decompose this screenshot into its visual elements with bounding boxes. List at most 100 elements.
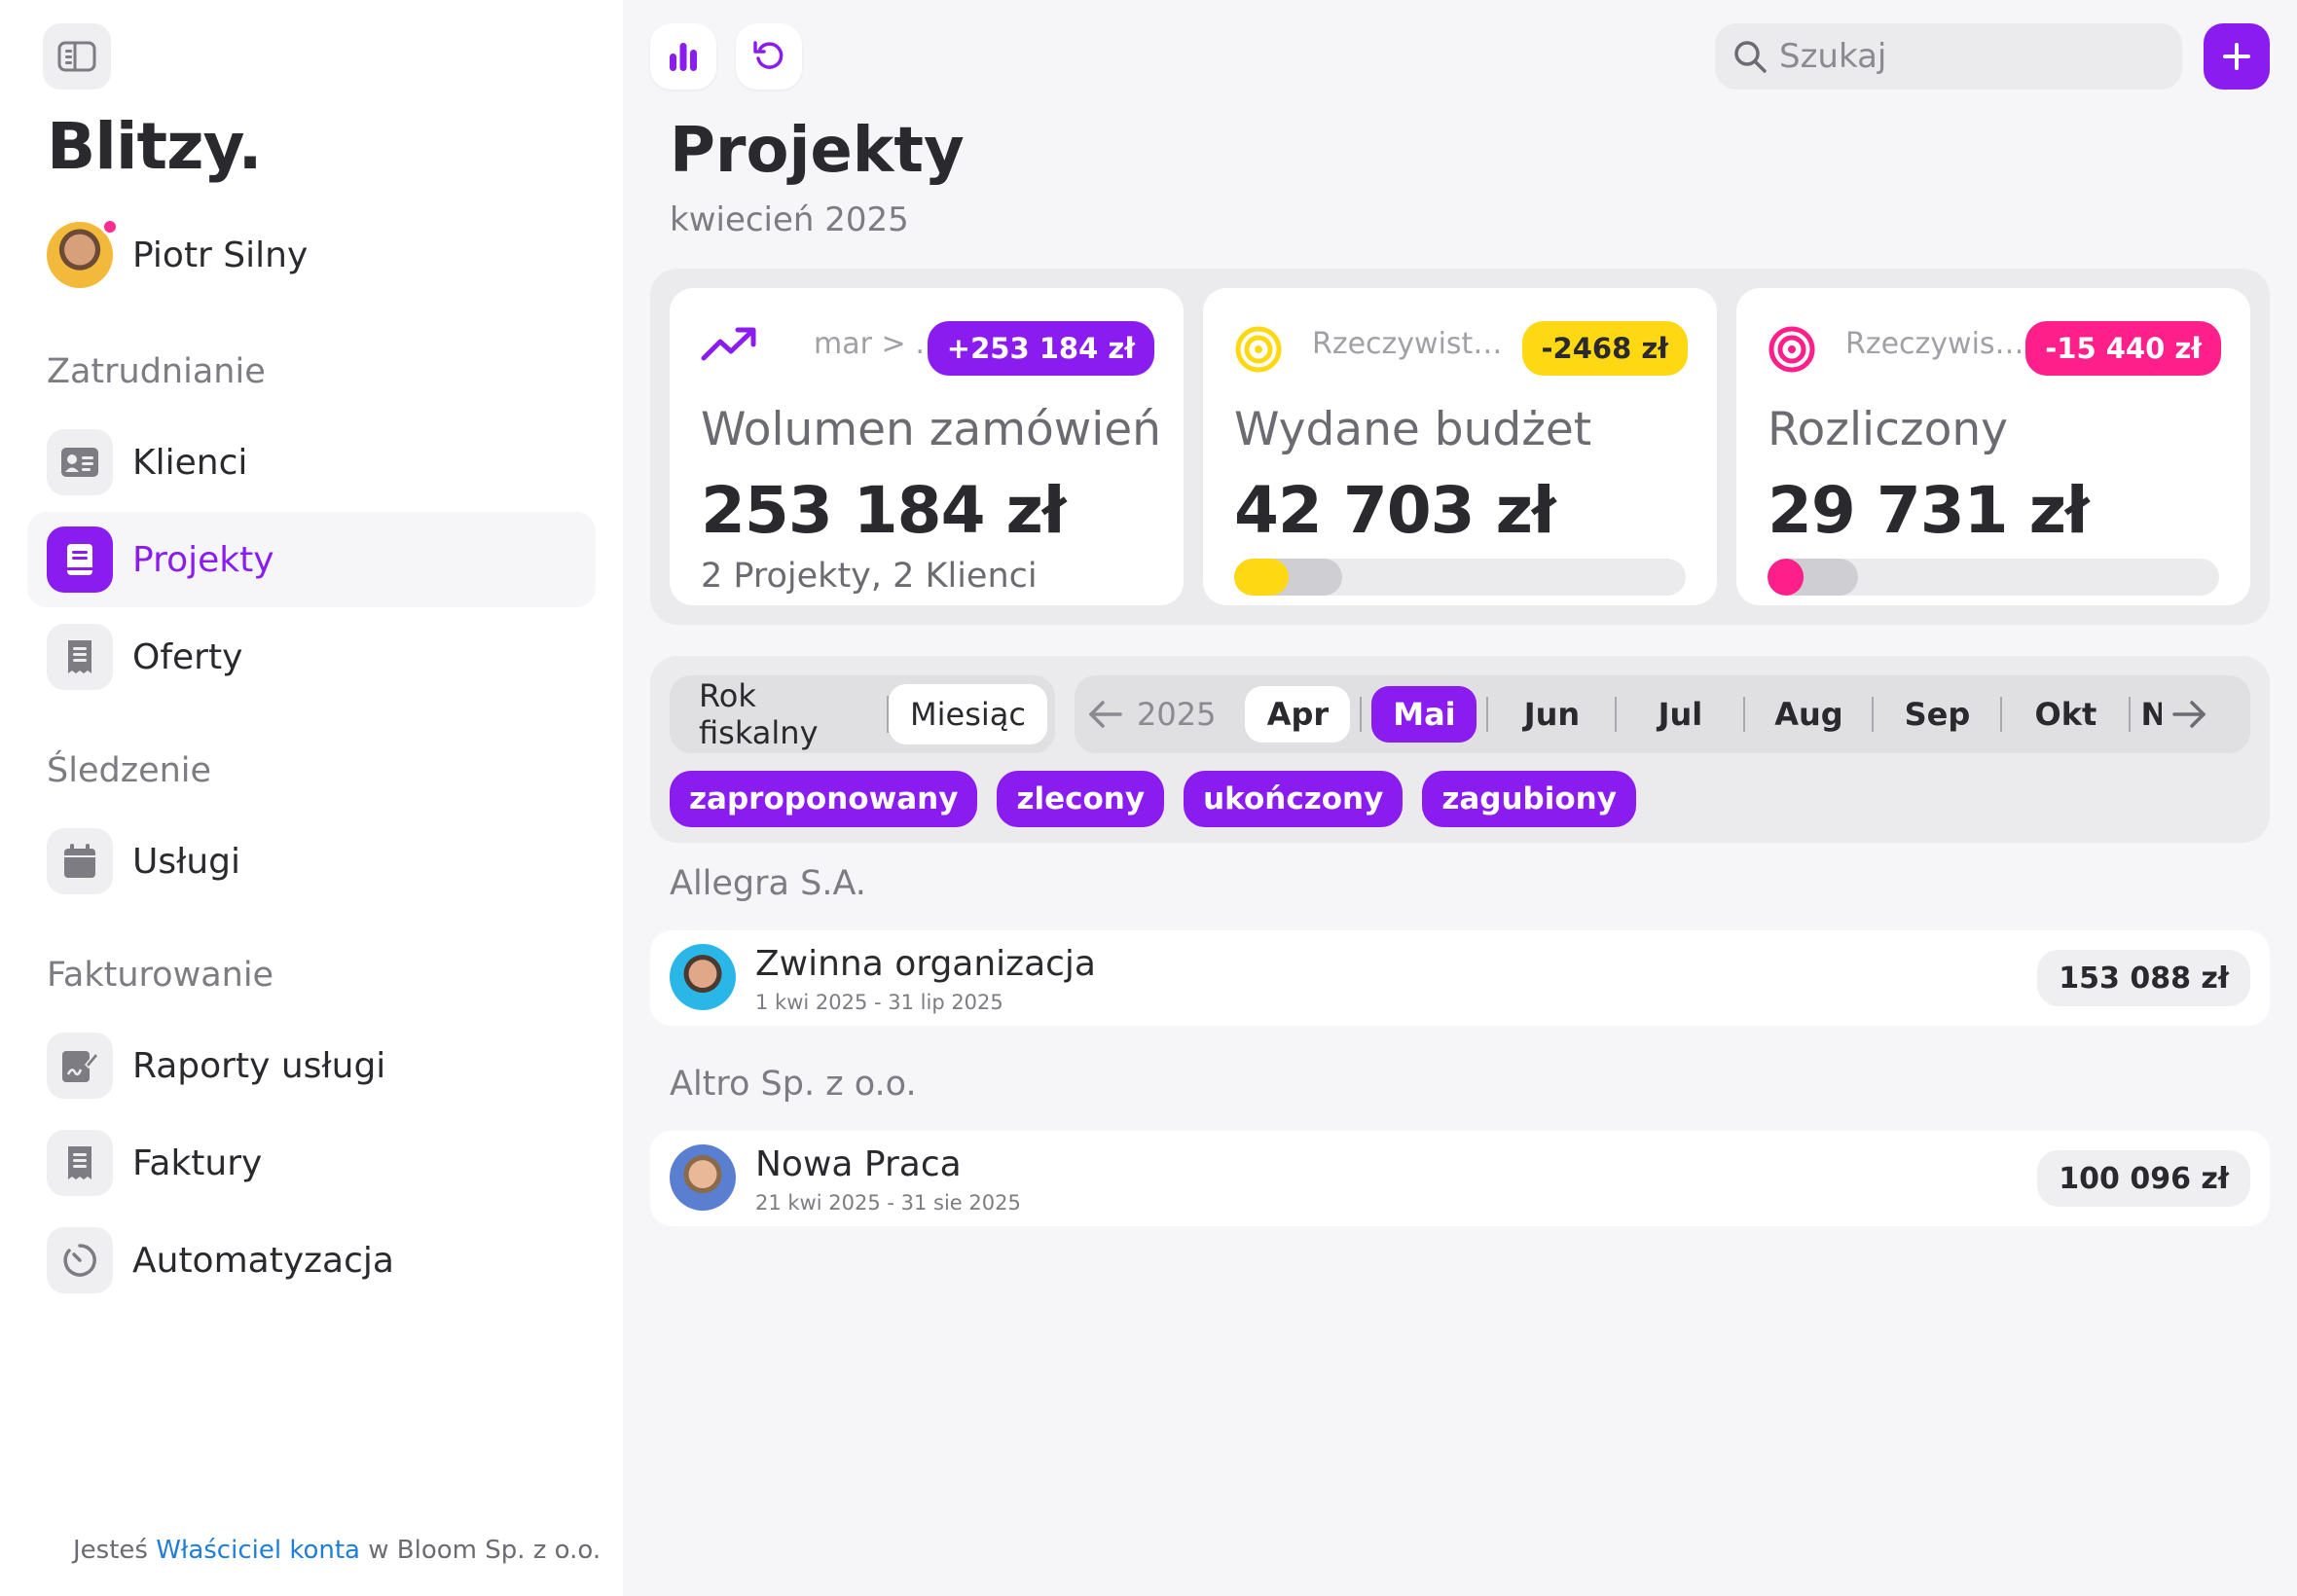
- target-yellow-icon: [1235, 326, 1282, 373]
- stat-period: Rzeczywist...: [1845, 327, 2025, 361]
- status-filter-chips: zaproponowany zlecony ukończony zagubion…: [670, 771, 1636, 827]
- section-title-hiring: Zatrudnianie: [47, 352, 266, 391]
- sidebar-toggle-icon: [57, 41, 96, 72]
- filter-panel: Rok fiskalny Miesiąc 2025 Apr Mai Jun Ju…: [650, 656, 2270, 843]
- project-amount: 153 088 zł: [2037, 950, 2250, 1006]
- divider: [1360, 697, 1363, 732]
- page-title: Projekty: [670, 115, 965, 187]
- sidebar-toggle-button[interactable]: [43, 23, 111, 90]
- bar-chart-icon: [670, 43, 697, 71]
- status-chip-ordered[interactable]: zlecony: [997, 771, 1165, 827]
- sidebar-item-invoices[interactable]: Faktury: [27, 1115, 596, 1211]
- refresh-icon: [753, 41, 784, 69]
- client-group-title: Altro Sp. z o.o.: [670, 1065, 917, 1104]
- status-chip-completed[interactable]: ukończony: [1184, 771, 1404, 827]
- month-apr[interactable]: Apr: [1245, 686, 1351, 743]
- sidebar-item-label: Faktury: [132, 1143, 263, 1183]
- month-nov[interactable]: N: [2140, 696, 2163, 733]
- contact-card-icon: [61, 448, 98, 477]
- section-title-billing: Fakturowanie: [47, 956, 274, 995]
- target-pink-icon: [1768, 326, 1815, 373]
- prev-month-button[interactable]: [1088, 700, 1123, 729]
- add-button[interactable]: [2204, 23, 2270, 90]
- next-month-button[interactable]: [2171, 700, 2206, 729]
- avatar: [670, 944, 736, 1010]
- stat-card-settled[interactable]: Rzeczywist... -15 440 zł Rozliczony 29 7…: [1736, 288, 2250, 605]
- divider: [1743, 697, 1746, 732]
- project-row[interactable]: Nowa Praca 21 kwi 2025 - 31 sie 2025 100…: [650, 1131, 2270, 1226]
- stat-value: 42 703 zł: [1234, 473, 1555, 548]
- timer-icon: [63, 1244, 96, 1277]
- stat-delta-badge: +253 184 zł: [927, 321, 1154, 376]
- progress-fill: [1234, 559, 1289, 596]
- stat-footer: 2 Projekty, 2 Klienci: [701, 557, 1038, 596]
- section-title-tracking: Śledzenie: [47, 751, 212, 790]
- trending-up-icon: [701, 327, 756, 361]
- month-jun[interactable]: Jun: [1523, 696, 1581, 733]
- sidebar-item-label: Oferty: [132, 636, 243, 677]
- year-label: 2025: [1137, 696, 1217, 733]
- refresh-button[interactable]: [736, 23, 802, 90]
- month-okt[interactable]: Okt: [2034, 696, 2097, 733]
- notification-dot: [101, 218, 119, 236]
- sidebar-item-automation[interactable]: Automatyzacja: [27, 1213, 596, 1308]
- chart-view-button[interactable]: [650, 23, 716, 90]
- stat-label: Wydane budżet: [1234, 403, 1592, 456]
- progress-fill: [1768, 559, 1805, 596]
- stat-delta-badge: -2468 zł: [1521, 321, 1688, 376]
- month-mai[interactable]: Mai: [1371, 686, 1477, 743]
- sidebar-item-service-reports[interactable]: Raporty usługi: [27, 1018, 596, 1113]
- project-dates: 21 kwi 2025 - 31 sie 2025: [755, 1191, 1021, 1215]
- status-chip-proposed[interactable]: zaproponowany: [670, 771, 978, 827]
- sidebar-item-label: Automatyzacja: [132, 1240, 394, 1281]
- sidebar-item-services[interactable]: Usługi: [27, 814, 596, 909]
- period-mode-toggle: Rok fiskalny Miesiąc: [670, 675, 1055, 753]
- month-sep[interactable]: Sep: [1904, 696, 1971, 733]
- divider: [1872, 697, 1875, 732]
- user-profile[interactable]: Piotr Silny: [47, 218, 309, 288]
- sidebar-item-label: Raporty usługi: [132, 1045, 386, 1086]
- divider: [1615, 697, 1618, 732]
- brand-logo: Blitzy.: [47, 109, 263, 184]
- sidebar: Blitzy. Piotr Silny Zatrudnianie Klienci: [0, 0, 623, 1596]
- search-input[interactable]: [1779, 37, 2149, 76]
- receipt-icon: [68, 640, 91, 673]
- month-aug[interactable]: Aug: [1774, 696, 1843, 733]
- stat-delta-badge: -15 440 zł: [2025, 321, 2221, 376]
- avatar: [47, 218, 119, 288]
- plus-icon: [2223, 43, 2250, 70]
- page-subtitle: kwiecień 2025: [670, 200, 909, 239]
- stat-value: 253 184 zł: [701, 473, 1066, 548]
- mode-month[interactable]: Miesiąc: [889, 684, 1047, 744]
- month-jul[interactable]: Jul: [1658, 696, 1703, 733]
- budget-progress-bar: [1234, 559, 1686, 596]
- divider: [2000, 697, 2003, 732]
- account-footer: Jesteś Właściciel konta w Bloom Sp. z o.…: [73, 1536, 602, 1565]
- sidebar-item-label: Klienci: [132, 442, 248, 483]
- invoice-icon: [68, 1146, 91, 1179]
- arrow-left-icon: [1089, 701, 1122, 728]
- mode-fiscal-year[interactable]: Rok fiskalny: [699, 677, 819, 751]
- project-amount: 100 096 zł: [2037, 1150, 2250, 1207]
- stat-card-order-volume[interactable]: mar > kwi +253 184 zł Wolumen zamówień 2…: [670, 288, 1184, 605]
- user-name: Piotr Silny: [132, 235, 309, 275]
- divider: [887, 696, 890, 733]
- divider: [1486, 697, 1489, 732]
- sidebar-item-clients[interactable]: Klienci: [27, 415, 596, 510]
- stat-card-budget-spent[interactable]: Rzeczywisty/... -2468 zł Wydane budżet 4…: [1203, 288, 1717, 605]
- avatar: [670, 1144, 736, 1211]
- sidebar-item-offers[interactable]: Oferty: [27, 609, 596, 705]
- account-role-link[interactable]: Właściciel konta: [156, 1536, 360, 1565]
- status-chip-lost[interactable]: zagubiony: [1422, 771, 1636, 827]
- arrow-right-icon: [2172, 701, 2206, 728]
- stats-panel: mar > kwi +253 184 zł Wolumen zamówień 2…: [650, 269, 2270, 625]
- stat-period: Rzeczywisty/...: [1312, 327, 1516, 361]
- sidebar-item-projects[interactable]: Projekty: [27, 512, 596, 607]
- project-row[interactable]: Zwinna organizacja 1 kwi 2025 - 31 lip 2…: [650, 930, 2270, 1026]
- project-name: Zwinna organizacja: [755, 944, 1096, 984]
- client-group-title: Allegra S.A.: [670, 864, 866, 903]
- divider: [2129, 697, 2132, 732]
- stat-label: Wolumen zamówień: [701, 403, 1161, 456]
- search-icon: [1734, 41, 1767, 73]
- signature-icon: [62, 1051, 99, 1082]
